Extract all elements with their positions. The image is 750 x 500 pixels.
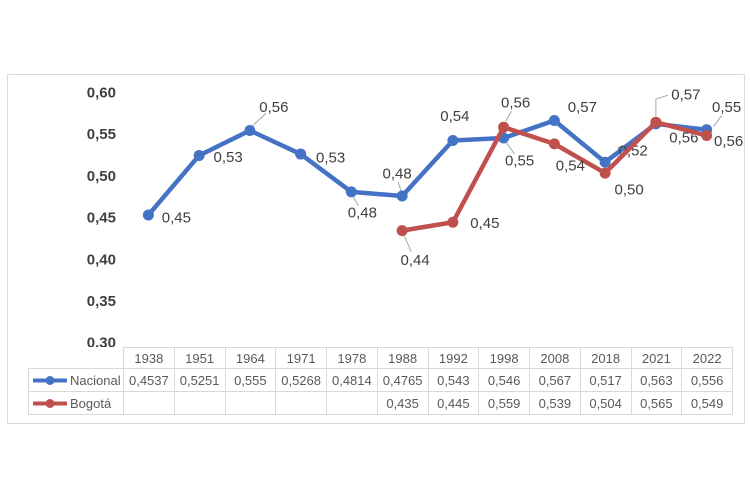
data-point-bogota-1998 xyxy=(498,121,510,133)
series-name-label: Bogotá xyxy=(70,395,112,411)
value-cell-bogota: 0,445 xyxy=(427,391,480,415)
value-cell-bogota: 0,559 xyxy=(478,391,530,415)
y-axis-tick: 0,40 xyxy=(87,251,116,268)
y-axis-tick: 0,35 xyxy=(87,293,116,310)
data-point-nacional-1978 xyxy=(345,186,357,198)
data-label-nacional-2022: 0,56 xyxy=(714,133,743,150)
table-corner-cell xyxy=(29,348,124,369)
year-header-cell: 1951 xyxy=(173,347,226,369)
data-label-nacional-1998: 0,55 xyxy=(505,153,534,170)
y-axis-tick: 0,60 xyxy=(87,85,116,102)
value-cell-bogota xyxy=(275,391,327,415)
value-cell-bogota xyxy=(224,391,277,415)
data-label-nacional-1992: 0,54 xyxy=(440,108,469,125)
label-leader-line xyxy=(506,142,516,155)
series-name-label: Nacional xyxy=(70,372,121,388)
y-axis-tick: 0,30 xyxy=(87,335,116,347)
chart-canvas: 0,60 0,55 0,50 0,45 0,40 0,35 0,30 0,45 0,53 0,56… xyxy=(87,85,743,348)
value-cell-nacional: 0,546 xyxy=(478,368,530,392)
data-point-nacional-1938 xyxy=(142,209,154,221)
data-point-bogota-2022 xyxy=(701,130,713,142)
chart-frame: 0,60 0,55 0,50 0,45 0,40 0,35 0,30 0,45 0,53 0,56… xyxy=(7,74,745,424)
year-header-cell: 1998 xyxy=(478,347,530,369)
value-cell-nacional: 0,556 xyxy=(681,368,733,392)
data-label-nacional-2008: 0,57 xyxy=(568,99,597,116)
value-cell-nacional: 0,5268 xyxy=(275,368,327,392)
y-axis-tick: 0,50 xyxy=(87,168,116,185)
data-point-bogota-2021 xyxy=(650,116,662,128)
value-cell-bogota: 0,565 xyxy=(630,391,683,415)
value-cell-bogota xyxy=(326,391,378,415)
year-header-cell: 1978 xyxy=(326,347,378,369)
data-label-bogota-1992: 0,45 xyxy=(470,215,499,232)
legend-key-nacional-icon xyxy=(33,375,67,385)
label-leader-line xyxy=(352,196,359,207)
year-header-cell: 2018 xyxy=(579,347,632,369)
year-header-cell: 1938 xyxy=(123,347,175,369)
data-point-nacional-1988 xyxy=(396,190,408,202)
legend-marker xyxy=(45,398,55,408)
year-header-cell: 1992 xyxy=(427,347,480,369)
value-cell-bogota: 0,435 xyxy=(376,391,429,415)
legend-cell-bogota: Bogotá xyxy=(28,391,124,415)
label-leader-line xyxy=(655,94,669,117)
year-header-cell: 2021 xyxy=(630,347,683,369)
data-point-bogota-1988 xyxy=(396,225,408,237)
data-label-bogota-1988: 0,44 xyxy=(401,252,430,269)
data-point-bogota-2018 xyxy=(599,167,611,179)
data-label-bogota-2018: 0,50 xyxy=(615,182,644,199)
label-leader-line xyxy=(397,181,402,192)
value-cell-bogota: 0,549 xyxy=(681,391,733,415)
year-header-cell: 2022 xyxy=(681,347,733,369)
value-cell-nacional: 0,543 xyxy=(427,368,480,392)
data-label-bogota-2008: 0,54 xyxy=(556,157,585,174)
label-leader-line xyxy=(252,113,267,126)
y-axis-tick: 0,45 xyxy=(87,210,116,227)
series-line-nacional xyxy=(146,118,709,218)
legend-marker xyxy=(45,375,55,385)
data-label-nacional-1964: 0,56 xyxy=(259,99,288,116)
data-point-bogota-1992 xyxy=(447,216,459,228)
value-cell-nacional: 0,555 xyxy=(224,368,277,392)
data-point-nacional-1951 xyxy=(193,149,205,161)
data-point-nacional-1992 xyxy=(447,135,459,147)
value-cell-nacional: 0,563 xyxy=(630,368,683,392)
value-cell-bogota: 0,539 xyxy=(529,391,581,415)
data-label-nacional-1978: 0,48 xyxy=(348,204,377,221)
year-header-cell: 1971 xyxy=(275,347,327,369)
data-label-bogota-2021: 0,57 xyxy=(671,87,700,104)
value-cell-nacional: 0,567 xyxy=(529,368,581,392)
label-leader-line xyxy=(713,115,723,127)
data-point-nacional-1971 xyxy=(295,148,307,160)
data-point-bogota-2008 xyxy=(548,138,560,150)
year-header-cell: 2008 xyxy=(529,347,581,369)
label-leader-line xyxy=(505,110,513,122)
data-label-nacional-1971: 0,53 xyxy=(316,150,345,167)
data-label-nacional-1988: 0,48 xyxy=(383,165,412,182)
year-header-cell: 1988 xyxy=(376,347,429,369)
value-cell-nacional: 0,5251 xyxy=(173,368,226,392)
data-label-nacional-1951: 0,53 xyxy=(214,149,243,166)
value-cell-bogota xyxy=(173,391,226,415)
data-label-nacional-1938: 0,45 xyxy=(162,210,191,227)
value-cell-nacional: 0,4537 xyxy=(123,368,175,392)
year-header-cell: 1964 xyxy=(224,347,277,369)
data-label-bogota-2022: 0,55 xyxy=(712,99,741,116)
value-cell-nacional: 0,4765 xyxy=(376,368,429,392)
value-cell-bogota: 0,504 xyxy=(579,391,632,415)
value-cell-nacional: 0,517 xyxy=(579,368,632,392)
value-cell-nacional: 0,4814 xyxy=(326,368,378,392)
label-leader-line xyxy=(403,235,412,252)
data-point-nacional-1964 xyxy=(244,125,256,137)
value-cell-bogota xyxy=(123,391,175,415)
y-axis-tick: 0,55 xyxy=(87,126,116,143)
data-point-nacional-2018 xyxy=(599,156,611,168)
data-point-nacional-2008 xyxy=(548,115,560,127)
legend-key-bogota-icon xyxy=(33,398,67,408)
legend-cell-nacional: Nacional xyxy=(28,368,124,392)
chart-data-table: 1938 1951 1964 1971 1978 1988 1992 1998 2008 2018… xyxy=(28,347,733,415)
data-label-bogota-1998: 0,56 xyxy=(501,95,530,112)
